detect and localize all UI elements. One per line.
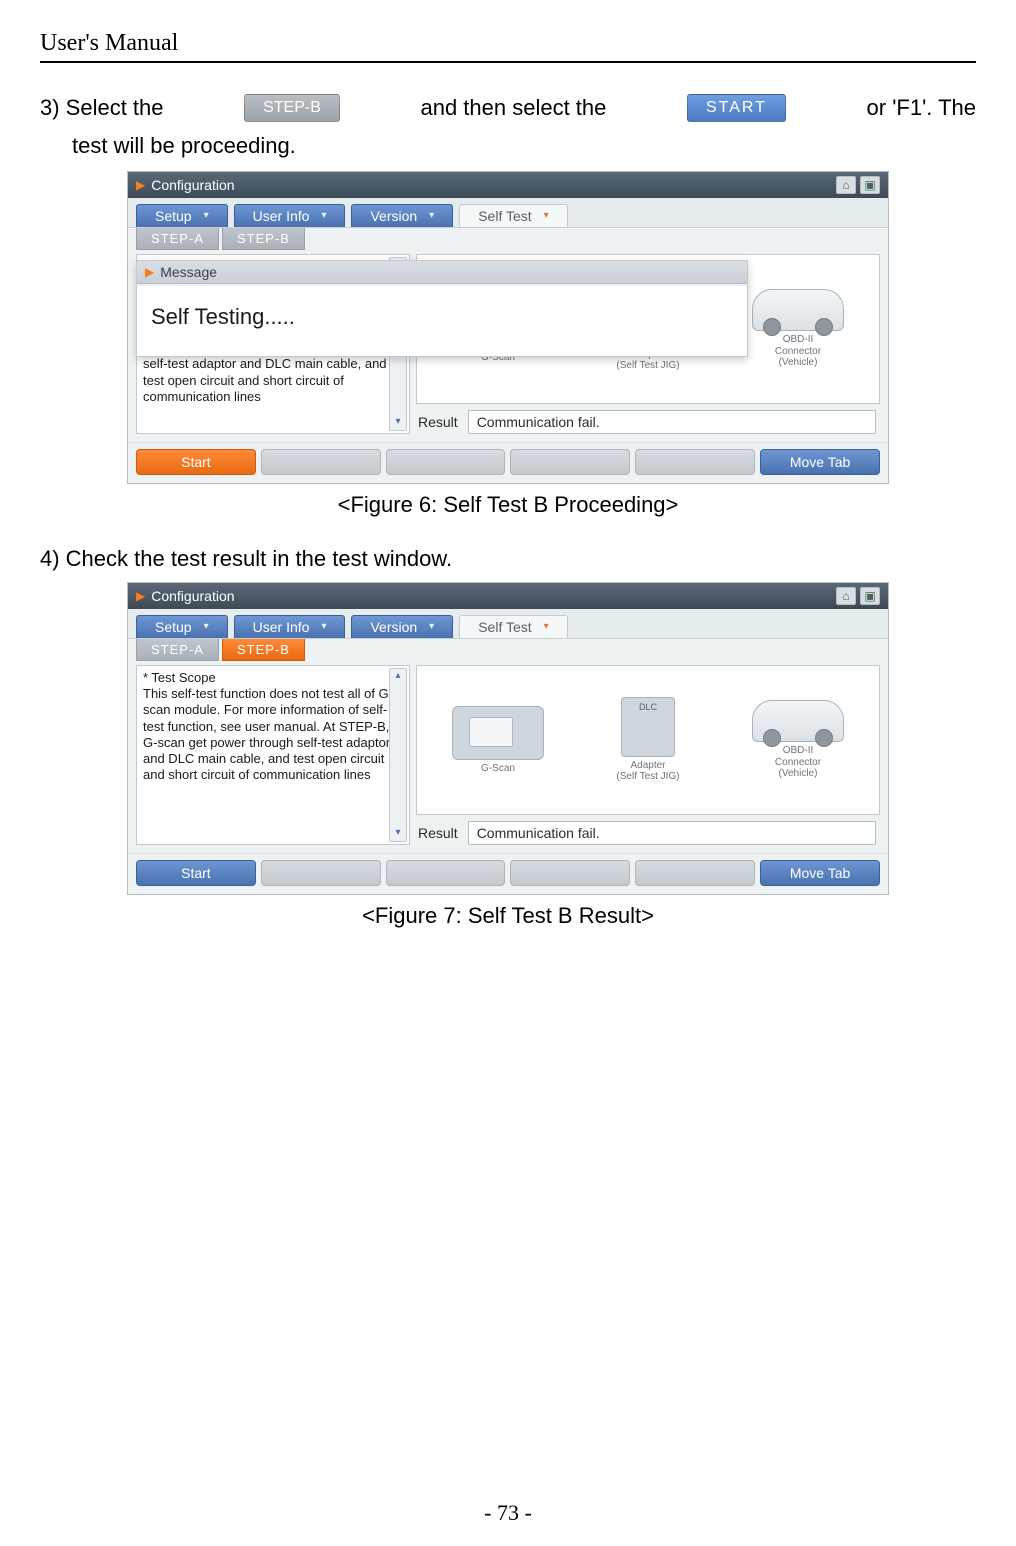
step3-pre: 3) Select the <box>40 87 164 129</box>
message-body: Self Testing..... <box>137 284 747 356</box>
device-adapter: Adapter (Self Test JIG) <box>598 697 698 783</box>
result-label: Result <box>418 414 458 430</box>
device-gscan: G-Scan <box>448 706 548 775</box>
arrow-icon: ▶ <box>145 265 154 279</box>
tabbar: Setup▾ User Info▾ Version▾ Self Test▾ <box>128 609 888 638</box>
tab-user-info[interactable]: User Info▾ <box>234 615 346 638</box>
fig7-screenshot: ▶ Configuration ⌂ ▣ Setup▾ User Info▾ Ve… <box>127 582 889 895</box>
step3-mid: and then select the <box>420 87 606 129</box>
page-number: - 73 - <box>0 1500 1016 1526</box>
window-titlebar: ▶ Configuration ⌂ ▣ <box>128 172 888 198</box>
subtabs: STEP-A STEP-B <box>128 638 888 661</box>
chevron-down-icon: ▾ <box>204 621 209 632</box>
header-rule <box>40 61 976 63</box>
titlebar-arrow-icon: ▶ <box>136 178 145 192</box>
device-car: OBD-II Connector (Vehicle) <box>748 289 848 369</box>
move-tab-button[interactable]: Move Tab <box>760 860 880 886</box>
scroll-down-icon[interactable]: ▾ <box>390 826 406 841</box>
scrollbar[interactable]: ▴▾ <box>389 668 407 842</box>
chevron-down-icon: ▾ <box>204 210 209 221</box>
subtab-step-a[interactable]: STEP-A <box>136 639 219 661</box>
fig6-screenshot: ▶ Configuration ⌂ ▣ Setup▾ User Info▾ Ve… <box>127 171 889 484</box>
scroll-up-icon[interactable]: ▴ <box>390 669 406 684</box>
result-row: Result Communication fail. <box>416 821 880 845</box>
subtab-step-a[interactable]: STEP-A <box>136 228 219 250</box>
step3-sub: test will be proceeding. <box>72 133 976 159</box>
fig7-caption: <Figure 7: Self Test B Result> <box>40 903 976 929</box>
subtabs: STEP-A STEP-B <box>128 227 888 250</box>
right-area: G-Scan Adapter (Self Test JIG) OBD-II Co… <box>416 665 880 845</box>
blank-button <box>510 860 630 886</box>
subtab-step-b[interactable]: STEP-B <box>222 639 305 661</box>
result-value: Communication fail. <box>468 410 876 434</box>
fig6-caption: <Figure 6: Self Test B Proceeding> <box>40 492 976 518</box>
tab-version[interactable]: Version▾ <box>351 615 453 638</box>
device-car: OBD-II Connector (Vehicle) <box>748 700 848 780</box>
tab-setup[interactable]: Setup▾ <box>136 615 228 638</box>
scroll-down-icon[interactable]: ▾ <box>390 415 406 430</box>
connection-diagram: G-Scan Adapter (Self Test JIG) OBD-II Co… <box>416 665 880 815</box>
tab-setup[interactable]: Setup▾ <box>136 204 228 227</box>
start-chip: START <box>687 94 786 122</box>
blank-button <box>261 860 381 886</box>
tab-self-test[interactable]: Self Test▾ <box>459 615 567 638</box>
home-icon[interactable]: ⌂ <box>836 587 856 605</box>
scope-title: * Test Scope <box>143 670 216 685</box>
result-label: Result <box>418 825 458 841</box>
window-title: Configuration <box>151 177 234 193</box>
button-bar: Start Move Tab <box>128 853 888 894</box>
message-header: ▶ Message <box>137 261 747 284</box>
chevron-down-icon: ▾ <box>321 210 326 221</box>
stepb-chip: STEP-B <box>244 94 340 122</box>
tabbar: Setup▾ User Info▾ Version▾ Self Test▾ <box>128 198 888 227</box>
tab-version[interactable]: Version▾ <box>351 204 453 227</box>
result-value: Communication fail. <box>468 821 876 845</box>
home-icon[interactable]: ⌂ <box>836 176 856 194</box>
scope-text: This self-test function does not test al… <box>143 686 393 782</box>
step4-text: 4) Check the test result in the test win… <box>40 546 976 572</box>
camera-icon[interactable]: ▣ <box>860 176 880 194</box>
subtab-step-b[interactable]: STEP-B <box>222 228 305 250</box>
blank-button <box>510 449 630 475</box>
step3-line: 3) Select the STEP-B and then select the… <box>40 87 976 129</box>
blank-button <box>635 860 755 886</box>
window-title: Configuration <box>151 588 234 604</box>
step3-post: or 'F1'. The <box>867 87 976 129</box>
button-bar: Start Move Tab <box>128 442 888 483</box>
header-title: User's Manual <box>40 30 976 57</box>
start-button[interactable]: Start <box>136 449 256 475</box>
start-button[interactable]: Start <box>136 860 256 886</box>
body-row: * Test Scope This self-test function doe… <box>128 661 888 853</box>
blank-button <box>386 860 506 886</box>
test-scope-box: * Test Scope This self-test function doe… <box>136 665 410 845</box>
camera-icon[interactable]: ▣ <box>860 587 880 605</box>
blank-button <box>635 449 755 475</box>
chevron-down-icon: ▾ <box>429 621 434 632</box>
titlebar-arrow-icon: ▶ <box>136 589 145 603</box>
chevron-down-icon: ▾ <box>429 210 434 221</box>
window-titlebar: ▶ Configuration ⌂ ▣ <box>128 583 888 609</box>
blank-button <box>261 449 381 475</box>
move-tab-button[interactable]: Move Tab <box>760 449 880 475</box>
result-row: Result Communication fail. <box>416 410 880 434</box>
tab-self-test[interactable]: Self Test▾ <box>459 204 567 227</box>
message-dialog: ▶ Message Self Testing..... <box>136 260 748 357</box>
blank-button <box>386 449 506 475</box>
tab-user-info[interactable]: User Info▾ <box>234 204 346 227</box>
chevron-down-icon: ▾ <box>321 621 326 632</box>
message-title: Message <box>160 264 217 280</box>
chevron-down-icon: ▾ <box>544 621 549 632</box>
chevron-down-icon: ▾ <box>544 210 549 221</box>
